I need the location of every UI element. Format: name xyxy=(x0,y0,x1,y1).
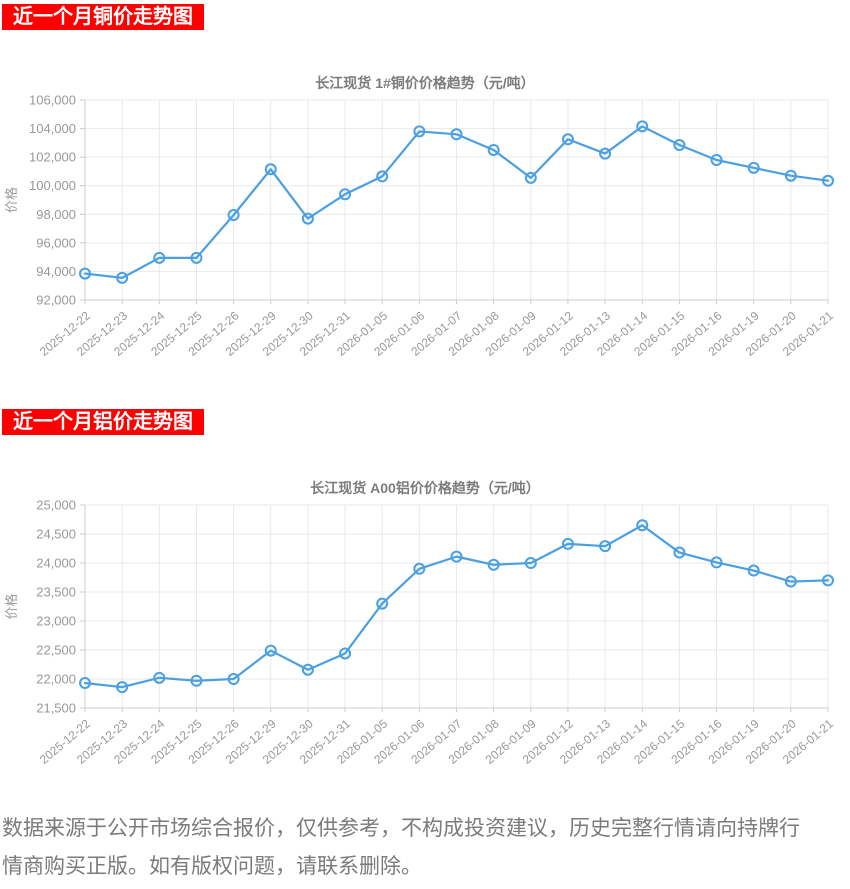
data-point xyxy=(413,562,426,575)
y-tick-label: 24,000 xyxy=(36,556,76,571)
y-tick-label: 21,500 xyxy=(36,701,76,716)
data-point xyxy=(153,671,166,684)
data-point xyxy=(822,174,834,187)
data-point xyxy=(561,133,574,146)
y-tick-label: 96,000 xyxy=(36,235,76,250)
data-point xyxy=(376,597,389,610)
data-point xyxy=(301,663,314,676)
aluminum-price-chart: 21,500 22,000 22,500 23,000 23,500 24,000 24,5… xyxy=(4,480,836,767)
data-point xyxy=(227,673,240,685)
data-point xyxy=(636,120,649,133)
disclaimer-line-1: 数据来源于公开市场综合报价，仅供参考，不构成投资建议，历史完整行情请向持牌行 xyxy=(2,817,800,840)
data-point xyxy=(747,161,760,174)
data-point xyxy=(487,144,500,156)
y-tick-label: 23,000 xyxy=(36,614,76,629)
y-tick-label: 94,000 xyxy=(36,264,76,279)
y-tick-label: 100,000 xyxy=(29,178,76,193)
data-point xyxy=(339,188,352,201)
y-tick-label: 22,000 xyxy=(36,672,76,687)
data-point xyxy=(561,537,574,550)
copper-price-chart: 92,000 94,000 96,000 98,000 100,000 102,000 10… xyxy=(4,75,836,359)
y-axis-name: 价格 xyxy=(4,593,19,619)
data-point xyxy=(264,644,277,657)
data-point xyxy=(450,550,463,563)
chart-title: 长江现货 1#铜价价格趋势（元/吨） xyxy=(315,75,534,91)
data-point xyxy=(636,519,649,532)
data-point xyxy=(673,139,686,151)
y-tick-label: 102,000 xyxy=(29,150,76,165)
y-tick-label: 22,500 xyxy=(36,643,76,658)
data-point xyxy=(153,251,166,264)
data-point xyxy=(116,271,129,284)
data-point xyxy=(376,170,389,183)
y-tick-label: 24,500 xyxy=(36,527,76,542)
y-tick-label: 104,000 xyxy=(29,121,76,136)
data-point xyxy=(79,677,91,690)
y-tick-label: 23,500 xyxy=(36,585,76,600)
data-point xyxy=(190,251,203,264)
data-point xyxy=(784,575,797,588)
data-point xyxy=(487,558,500,571)
data-point xyxy=(524,171,537,184)
aluminum-section-title: 近一个月铝价走势图 xyxy=(2,409,204,435)
data-point xyxy=(301,212,314,225)
data-point xyxy=(710,556,723,569)
data-point xyxy=(524,557,537,569)
disclaimer-line-2: 情商购买正版。如有版权问题，请联系删除。 xyxy=(2,855,422,878)
series-line xyxy=(83,524,830,689)
data-point xyxy=(673,546,686,559)
y-tick-label: 98,000 xyxy=(36,207,76,222)
data-point xyxy=(822,574,834,587)
data-point xyxy=(190,674,203,687)
data-point xyxy=(710,154,723,166)
disclaimer: 数据来源于公开市场综合报价，仅供参考，不构成投资建议，历史完整行情请向持牌行 情… xyxy=(2,810,848,886)
data-point xyxy=(450,128,463,141)
y-tick-label: 25,000 xyxy=(36,498,76,513)
y-tick-label: 92,000 xyxy=(36,293,76,308)
data-point xyxy=(264,163,277,176)
data-point xyxy=(784,169,797,182)
data-point xyxy=(747,564,760,577)
data-point xyxy=(599,540,612,553)
data-point xyxy=(227,209,240,221)
data-point xyxy=(116,681,129,694)
data-point xyxy=(339,647,352,660)
series-line xyxy=(83,125,830,279)
copper-section-title: 近一个月铜价走势图 xyxy=(2,4,204,30)
data-point xyxy=(599,147,612,160)
y-axis-name: 价格 xyxy=(4,187,19,213)
data-point xyxy=(79,267,91,280)
y-tick-label: 106,000 xyxy=(29,93,76,108)
chart-title: 长江现货 A00铝价价格趋势（元/吨） xyxy=(310,480,539,496)
data-point xyxy=(413,125,426,138)
